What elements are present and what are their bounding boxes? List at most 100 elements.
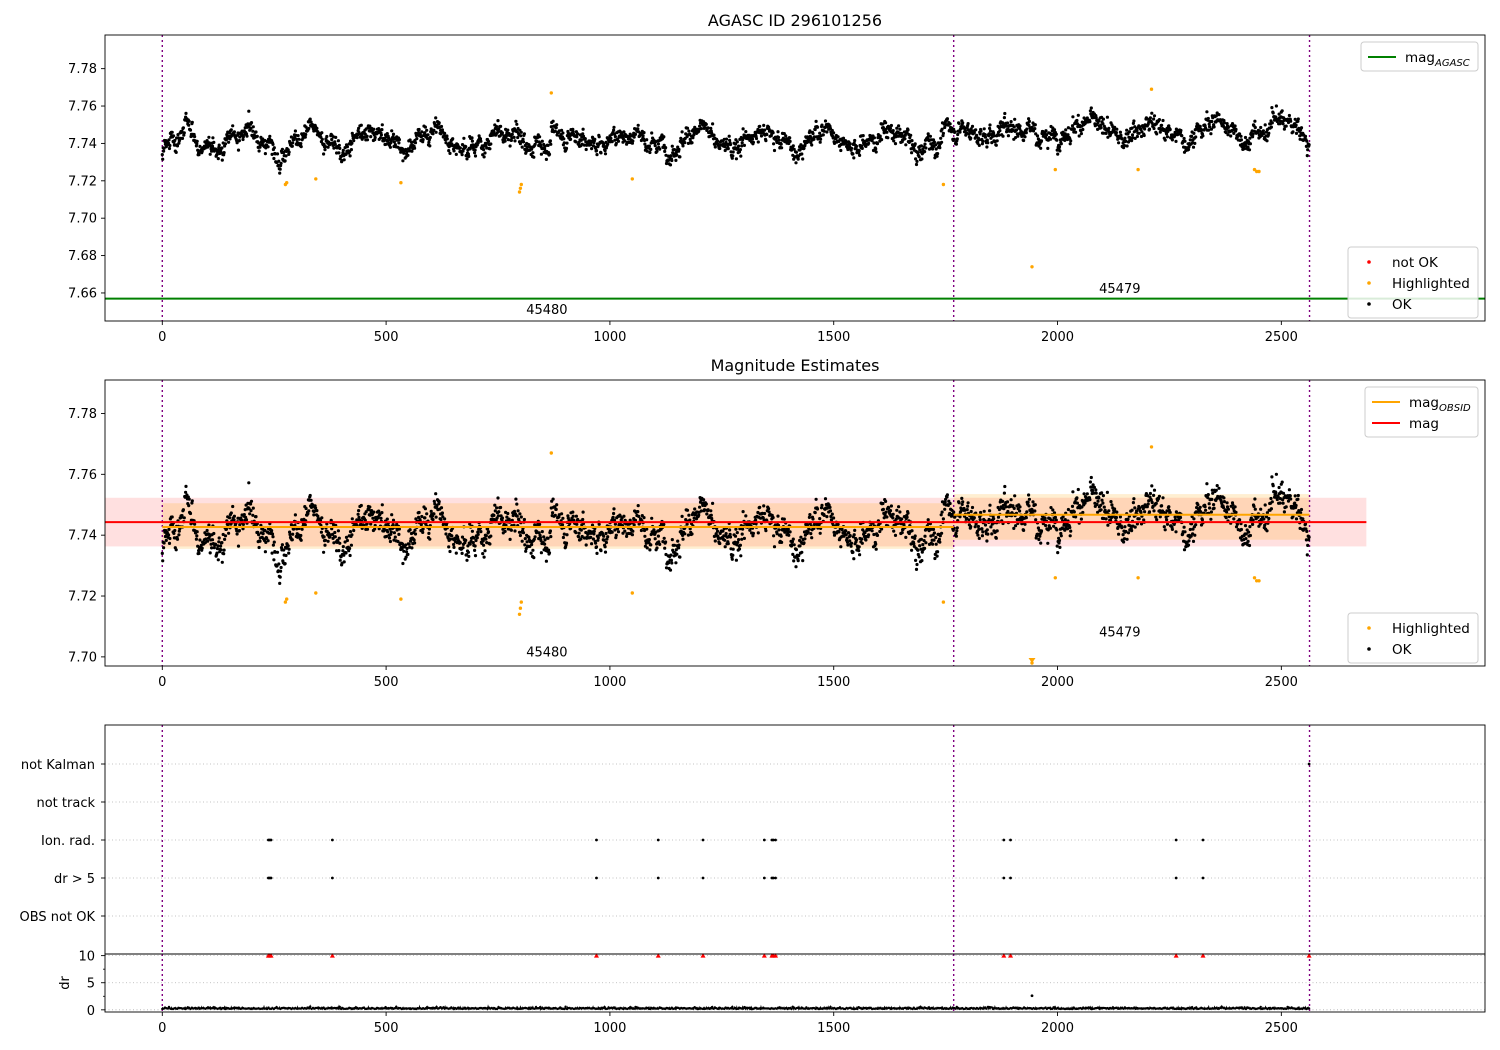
- ok-series-point: [675, 153, 679, 157]
- ok-series-point: [780, 146, 784, 150]
- ok-series-point: [1170, 527, 1174, 532]
- ok-series-point: [727, 134, 731, 138]
- ok-series-point: [175, 144, 180, 148]
- ok-series-point: [251, 125, 255, 129]
- ok-series-point: [1138, 506, 1142, 510]
- ok-series-point: [184, 484, 188, 488]
- ok-series-point: [860, 146, 864, 150]
- ok-series-point: [808, 513, 812, 517]
- ok-series-point: [1209, 517, 1213, 521]
- ok-series-point: [1101, 494, 1105, 498]
- ok-series-point: [1018, 509, 1022, 513]
- ok-series-point: [887, 506, 891, 510]
- ok-series-point: [555, 123, 559, 127]
- ok-series-point: [197, 551, 201, 556]
- ok-series-point: [348, 553, 352, 558]
- ok-series-point: [467, 154, 471, 158]
- ok-series-point: [322, 152, 326, 156]
- ok-series-point: [709, 126, 713, 130]
- highlighted-series-point: [285, 181, 289, 185]
- ok-series-point: [1070, 504, 1075, 508]
- ok-series-point: [988, 503, 992, 507]
- ok-series-point: [344, 152, 348, 156]
- ok-series-point: [509, 138, 513, 142]
- ok-series-point: [162, 546, 166, 550]
- ok-series-point: [875, 533, 880, 538]
- ok-series-point: [874, 147, 878, 151]
- ok-series-point: [1274, 104, 1278, 108]
- agasc-bottom-legend-label: Highlighted: [1392, 276, 1470, 292]
- ok-series-point: [1094, 116, 1098, 120]
- ok-series-point: [1262, 131, 1266, 136]
- ok-series-point: [693, 507, 697, 511]
- ok-series-point: [1163, 528, 1167, 532]
- ok-series-point: [734, 157, 739, 161]
- ok-series-point: [413, 141, 418, 145]
- ok-series-point: [257, 149, 261, 153]
- ok-series-point: [1075, 118, 1079, 123]
- highlighted-series-point: [941, 182, 946, 187]
- ok-series-point: [914, 558, 918, 563]
- ok-series-point: [1046, 146, 1050, 150]
- ok-series-point: [1253, 119, 1257, 123]
- ok-series-point: [1085, 116, 1089, 120]
- ok-series-point: [1085, 492, 1089, 496]
- ok-series-point: [161, 157, 165, 161]
- ok-series-point: [992, 134, 997, 138]
- ok-series-point: [1182, 548, 1187, 552]
- ok-series-point: [333, 535, 337, 539]
- ok-series-point: [1154, 501, 1158, 505]
- ok-series-point: [583, 137, 587, 141]
- ok-series-point: [980, 534, 985, 538]
- ok-series-point: [1212, 503, 1216, 507]
- ok-series-point: [231, 124, 235, 128]
- ok-series-point: [357, 509, 361, 513]
- ok-series-point: [807, 527, 811, 531]
- ok-series-point: [569, 137, 573, 141]
- ok-series-point: [1192, 131, 1196, 135]
- ok-series-point: [1291, 130, 1295, 134]
- ok-series-point: [639, 528, 644, 533]
- ok-series-point: [796, 157, 800, 161]
- ok-series-point: [672, 148, 677, 152]
- ok-series-point: [473, 148, 477, 152]
- ok-series-point: [410, 546, 414, 550]
- ok-series-point: [160, 153, 164, 157]
- ok-series-point: [985, 528, 989, 532]
- ok-series-point: [466, 152, 470, 156]
- ok-series-point: [986, 532, 990, 536]
- ok-series-point: [1101, 117, 1105, 121]
- ok-series-point: [777, 528, 781, 532]
- ok-series-point: [1135, 134, 1139, 139]
- ok-series-point: [839, 545, 843, 549]
- ok-series-point: [448, 549, 452, 554]
- ok-series-point: [341, 148, 345, 152]
- ok-series-point: [1162, 525, 1166, 529]
- ok-series-point: [808, 129, 812, 133]
- ok-series-point: [1243, 135, 1248, 140]
- ok-series-point: [344, 535, 349, 540]
- ok-series-point: [594, 149, 599, 153]
- ok-series-point: [935, 154, 939, 158]
- ok-series-point: [1284, 124, 1288, 128]
- agasc-x-tick-label: 1500: [817, 330, 850, 345]
- ok-series-point: [521, 140, 526, 144]
- ok-series-point: [655, 546, 659, 550]
- ok-series-point: [215, 152, 219, 157]
- ok-series-point: [458, 146, 462, 150]
- ok-series-point: [562, 532, 566, 536]
- ok-series-point: [612, 511, 616, 516]
- ok-series-point: [372, 510, 376, 514]
- ok-series-point: [669, 558, 674, 562]
- highlighted-series-point: [517, 190, 522, 194]
- ok-series-point: [916, 151, 920, 155]
- ok-series-point: [705, 512, 709, 516]
- ok-series-point: [934, 143, 938, 147]
- ok-series-point: [983, 523, 988, 527]
- ok-series-point: [560, 523, 565, 527]
- ok-series-point: [419, 523, 423, 527]
- ok-series-point: [1131, 121, 1135, 125]
- ok-series-point: [359, 123, 363, 127]
- ok-series-point: [741, 510, 745, 514]
